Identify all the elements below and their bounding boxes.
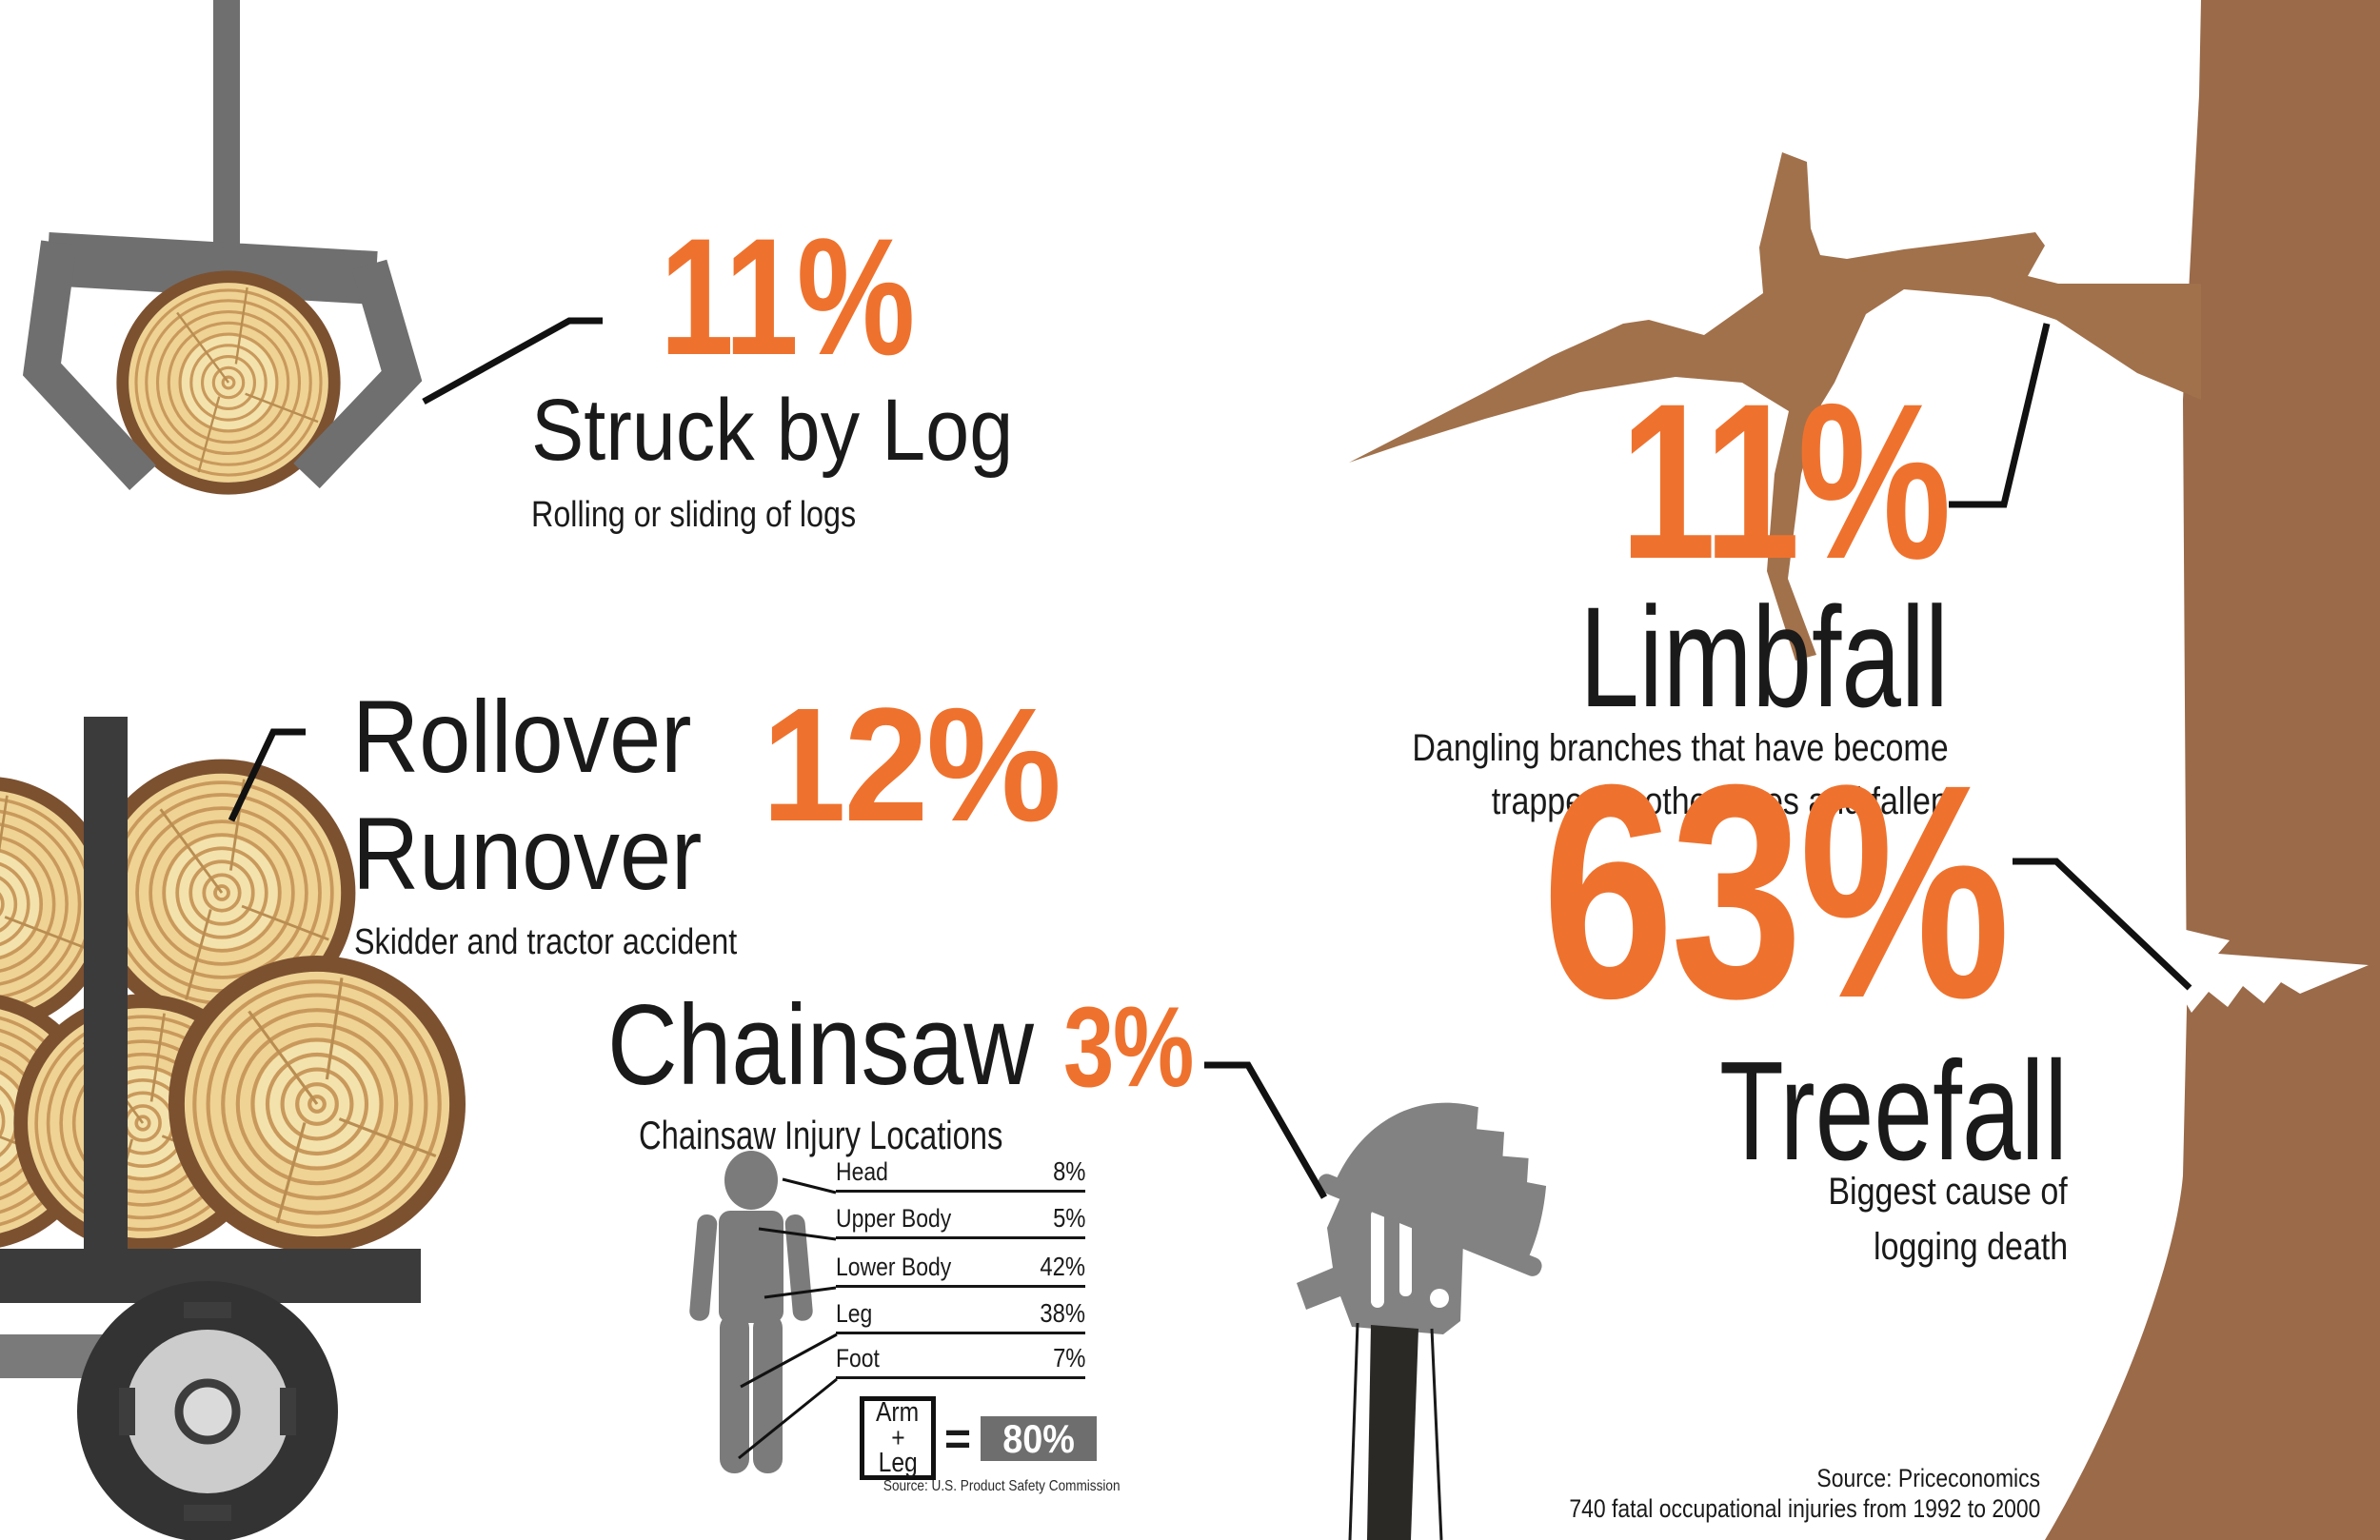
injury-row-head: Head 8%: [836, 1145, 1085, 1193]
limbfall-connector: [1949, 323, 2051, 508]
struck-title: Struck by Log: [531, 382, 1014, 479]
figure-torso: [719, 1211, 783, 1323]
struck-subtitle: Rolling or sliding of logs: [531, 495, 857, 535]
arm-leg-total-value: 80%: [1002, 1415, 1075, 1461]
injury-label: Lower Body: [836, 1253, 952, 1281]
injury-value: 5%: [1052, 1203, 1085, 1233]
grapple-roof: [46, 232, 378, 305]
injury-label: Foot: [836, 1344, 880, 1372]
human-figure-icon: [689, 1151, 813, 1473]
limbfall-title: Limbfall: [1579, 577, 1949, 737]
chainsaw-subtitle: Chainsaw Injury Locations: [639, 1113, 1003, 1157]
arm-leg-total-badge: 80%: [981, 1416, 1097, 1461]
chainsaw-title: Chainsaw: [607, 981, 1034, 1109]
arm-leg-box: Arm + Leg: [860, 1396, 936, 1480]
rollover-title-line2: Runover: [352, 796, 703, 911]
footer-source-line2: 740 fatal occupational injuries from 199…: [1568, 1494, 2040, 1523]
hard-hat-icon: [1317, 1102, 1547, 1276]
tree-branch: [1349, 152, 2201, 661]
injury-label: Leg: [836, 1299, 873, 1328]
trailer-wheel: [77, 1281, 338, 1540]
injury-row-upper-body: Upper Body 5%: [836, 1192, 1085, 1239]
injury-value: 7%: [1052, 1343, 1085, 1372]
figure-leg-left: [720, 1313, 749, 1473]
treefall-pct: 63%: [1541, 721, 2011, 1061]
rollover-connector: [228, 728, 306, 822]
limbfall-subtitle-line1: Dangling branches that have become: [1412, 727, 1949, 769]
injury-row-leg: Leg 38%: [836, 1287, 1085, 1334]
footer-source-line1: Source: Priceconomics: [1816, 1464, 2040, 1492]
treefall-title: Treefall: [1718, 1033, 2068, 1190]
rollover-subtitle: Skidder and tractor accident: [354, 922, 738, 962]
limbfall-subtitle-line2: trapped in other trees and fallen: [1491, 780, 1949, 822]
chainsaw-vents: [1371, 1209, 1449, 1308]
injury-value: 42%: [1040, 1252, 1085, 1281]
trunk-axe-notch: [2178, 928, 2369, 1013]
grapple-arm-right: [293, 259, 423, 489]
treefall-subtitle-line1: Biggest cause of: [1828, 1171, 2068, 1213]
chainsaw-chain-lines: [1348, 1322, 1443, 1540]
chainsaw-bar: [1367, 1325, 1418, 1540]
combo-line3: Leg: [878, 1448, 918, 1479]
log-grapple-illustration: [22, 0, 423, 497]
trailer-tongue: [0, 1334, 109, 1378]
treefall-connector: [2013, 858, 2192, 991]
injury-label: Upper Body: [836, 1204, 952, 1233]
chainsaw-connector: [1204, 1061, 1328, 1199]
figure-head: [724, 1151, 778, 1210]
rollover-pct: 12%: [762, 675, 1061, 856]
grapple-arm-left: [22, 240, 156, 490]
struck-pct: 11%: [660, 205, 915, 390]
log-trailer-illustration: [0, 717, 476, 1540]
injury-row-lower-body: Lower Body 42%: [836, 1240, 1085, 1288]
limbfall-pct: 11%: [1619, 358, 1951, 605]
figure-leader-lines: [738, 1177, 838, 1460]
combo-line2: +: [890, 1422, 905, 1453]
tree-illustration: [1349, 0, 2380, 1540]
struck-connector: [422, 317, 603, 405]
injury-row-foot: Foot 7%: [836, 1332, 1085, 1379]
rollover-title-line1: Rollover: [352, 679, 692, 794]
chainsaw-pct: 3%: [1063, 983, 1194, 1111]
injury-value: 8%: [1052, 1156, 1085, 1186]
equals-sign: =: [944, 1414, 972, 1465]
figure-leg-right: [753, 1313, 783, 1473]
chainsaw-helmet-illustration: [1297, 1102, 1547, 1540]
injury-label: Head: [836, 1157, 888, 1186]
grapple-pole: [213, 0, 240, 257]
tree-trunk: [2045, 0, 2380, 1540]
treefall-subtitle-line2: logging death: [1873, 1226, 2068, 1268]
figure-arm-left: [689, 1214, 718, 1321]
trailer-stake: [84, 717, 128, 1299]
injury-value: 38%: [1040, 1298, 1085, 1328]
injury-table-source: Source: U.S. Product Safety Commission: [883, 1478, 1121, 1494]
combo-line1: Arm: [876, 1397, 920, 1428]
